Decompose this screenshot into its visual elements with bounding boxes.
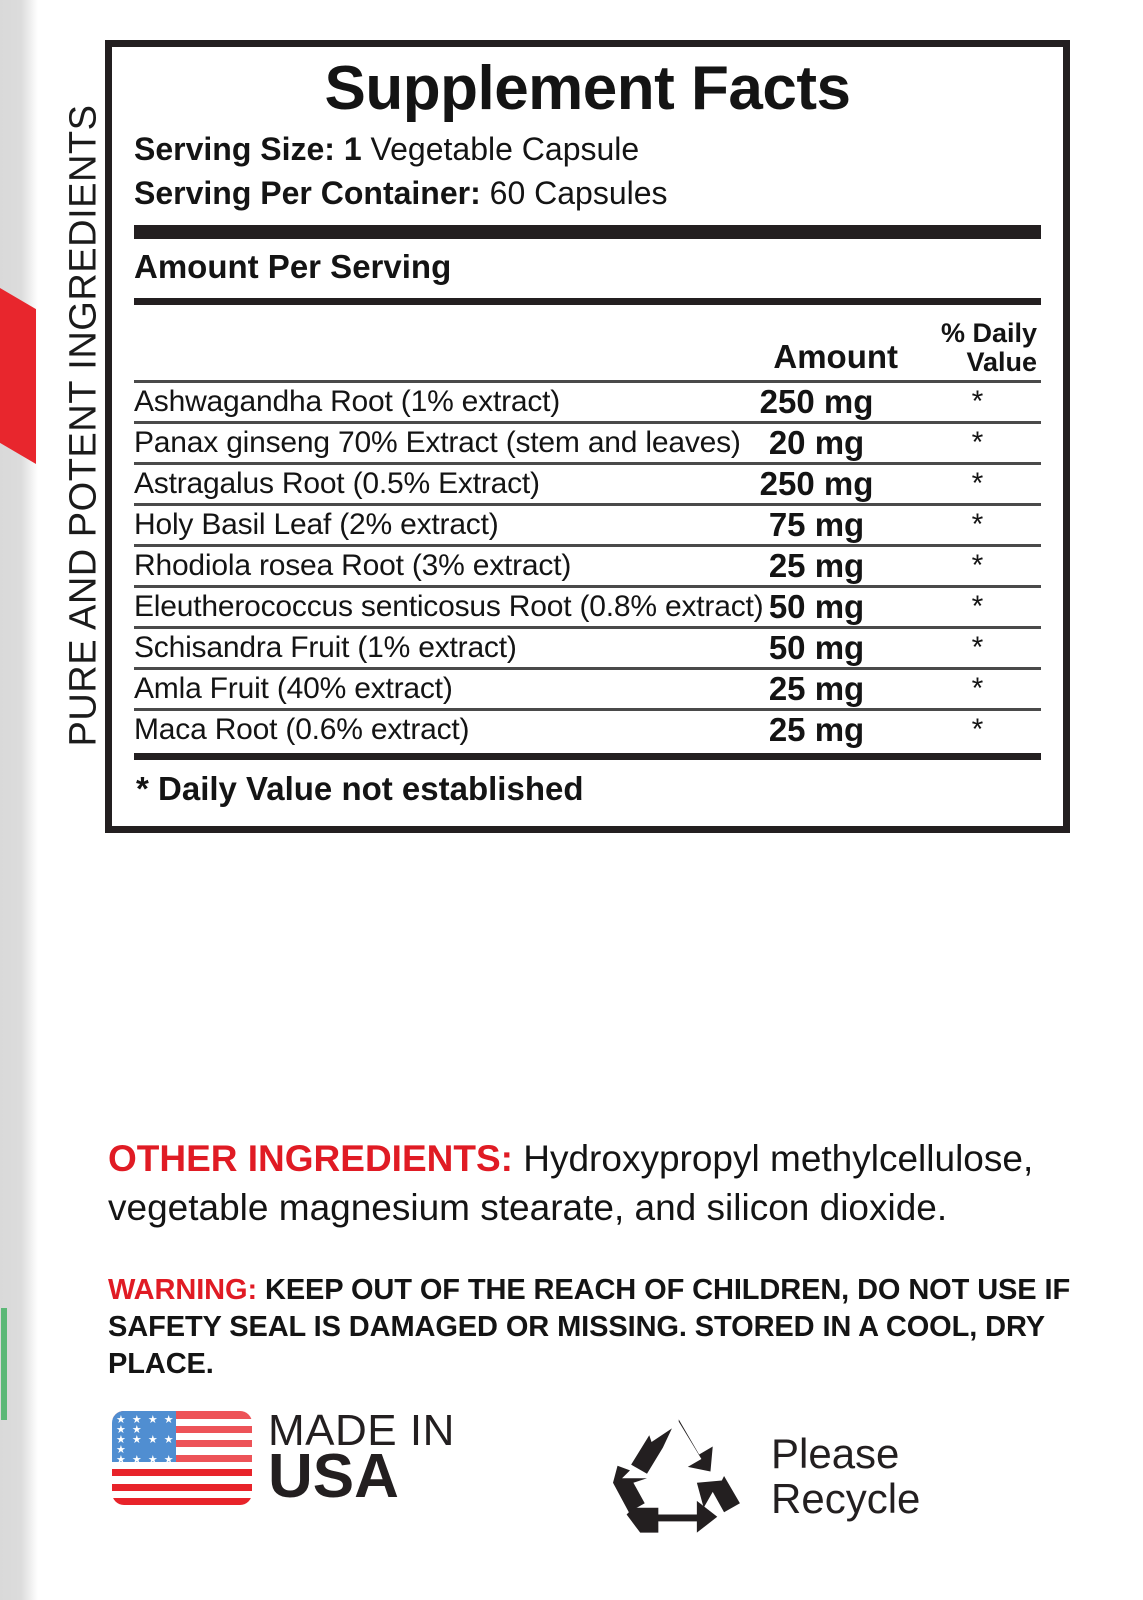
- ingredient-name: Rhodiola rosea Root (3% extract): [134, 544, 720, 587]
- other-ingredients-heading: OTHER INGREDIENTS:: [108, 1138, 513, 1179]
- green-accent-strip: [1, 1308, 7, 1420]
- ingredient-amount: 250 mg: [719, 462, 915, 505]
- dv-header-line1: % Daily: [940, 318, 1037, 349]
- ingredient-amount: 25 mg: [719, 544, 915, 587]
- ingredient-amount: 50 mg: [719, 585, 915, 628]
- ingredient-daily-value: *: [914, 626, 1041, 669]
- warning-block: WARNING: KEEP OUT OF THE REACH OF CHILDR…: [108, 1272, 1076, 1383]
- warning-text: KEEP OUT OF THE REACH OF CHILDREN, DO NO…: [108, 1274, 1071, 1381]
- divider-thick-top: [134, 225, 1041, 240]
- ingredient-name: Amla Fruit (40% extract): [134, 667, 720, 710]
- serving-per-container-line: Serving Per Container: 60 Capsules: [134, 171, 1041, 215]
- table-row: Rhodiola rosea Root (3% extract) 25 mg *: [134, 544, 1041, 587]
- table-header-amount: Amount: [773, 338, 899, 376]
- ingredient-name: Holy Basil Leaf (2% extract): [134, 503, 720, 546]
- ingredient-amount: 25 mg: [719, 708, 915, 750]
- made-in-usa-badge: ★ ★ ★ ★ ★ ★★ ★ ★ ★ ★★ ★ ★ ★ ★ ★★ ★ ★ ★ ★…: [112, 1406, 455, 1511]
- ingredient-daily-value: *: [914, 462, 1041, 505]
- table-header-daily-value: % Daily Value: [914, 305, 1041, 382]
- table-row: Ashwagandha Root (1% extract) 250 mg *: [134, 380, 1041, 423]
- recycle-line-2: Recycle: [771, 1475, 921, 1522]
- ingredient-daily-value: *: [914, 503, 1041, 546]
- daily-value-footnote: * Daily Value not established: [136, 770, 584, 808]
- ingredient-amount: 75 mg: [719, 503, 915, 546]
- ingredient-amount: 50 mg: [719, 626, 915, 669]
- made-in-label: MADE IN: [268, 1406, 455, 1455]
- ingredient-daily-value: *: [914, 421, 1041, 464]
- other-ingredients-text: Hydroxypropyl methylcellulose, vegetable…: [108, 1138, 1034, 1229]
- divider-medium: [134, 298, 1041, 306]
- serving-size-line: Serving Size: 1 Vegetable Capsule: [134, 127, 1041, 171]
- ingredient-daily-value: *: [914, 585, 1041, 628]
- table-header-blank: [134, 305, 719, 382]
- flag-stars: ★ ★ ★ ★ ★ ★★ ★ ★ ★ ★★ ★ ★ ★ ★ ★★ ★ ★ ★ ★…: [116, 1414, 176, 1462]
- serving-size-value: 1: [334, 130, 371, 167]
- ingredient-name: Panax ginseng 70% Extract (stem and leav…: [134, 421, 741, 464]
- please-recycle-badge: Please Recycle: [613, 1412, 920, 1540]
- vertical-tagline: PURE AND POTENT INGREDIENTS: [62, 104, 105, 747]
- made-in-usa-text: MADE IN USA: [268, 1406, 455, 1511]
- divider-medium-bottom: [134, 753, 1041, 761]
- usa-flag-icon: ★ ★ ★ ★ ★ ★★ ★ ★ ★ ★★ ★ ★ ★ ★ ★★ ★ ★ ★ ★…: [112, 1411, 252, 1506]
- table-row: Panax ginseng 70% Extract (stem and leav…: [134, 421, 1041, 464]
- serving-size-label: Serving Size:: [134, 130, 335, 167]
- ingredient-name: Maca Root (0.6% extract): [134, 708, 720, 750]
- table-row: Holy Basil Leaf (2% extract) 75 mg *: [134, 503, 1041, 546]
- badge-row: ★ ★ ★ ★ ★ ★★ ★ ★ ★ ★★ ★ ★ ★ ★ ★★ ★ ★ ★ ★…: [108, 1408, 1076, 1568]
- ingredient-name: Eleutherococcus senticosus Root (0.8% ex…: [134, 585, 764, 628]
- usa-label: USA: [268, 1441, 399, 1511]
- dv-header-line2: Value: [966, 346, 1037, 377]
- amount-per-serving-heading: Amount Per Serving: [134, 248, 452, 286]
- ingredient-daily-value: *: [914, 380, 1041, 423]
- recycle-icon: [613, 1419, 740, 1533]
- ingredient-daily-value: *: [914, 708, 1041, 750]
- table-row: Schisandra Fruit (1% extract) 50 mg *: [134, 626, 1041, 669]
- ingredient-name: Ashwagandha Root (1% extract): [134, 380, 720, 423]
- red-accent-arrow: [0, 288, 36, 464]
- ingredient-amount: 25 mg: [719, 667, 915, 710]
- ingredient-amount: 250 mg: [719, 380, 915, 423]
- ingredient-daily-value: *: [914, 544, 1041, 587]
- supplement-facts-table: Amount % Daily Value Ashwagandha Root (1…: [134, 305, 1041, 750]
- supplement-facts-panel: Supplement Facts Serving Size: 1 Vegetab…: [105, 40, 1070, 834]
- table-row: Maca Root (0.6% extract) 25 mg *: [134, 708, 1041, 750]
- serving-size-unit: Vegetable Capsule: [370, 130, 640, 167]
- ingredient-name: Astragalus Root (0.5% Extract): [134, 462, 720, 505]
- ingredient-amount: 20 mg: [719, 421, 915, 464]
- table-row: Eleutherococcus senticosus Root (0.8% ex…: [134, 585, 1041, 628]
- other-ingredients-block: OTHER INGREDIENTS: Hydroxypropyl methylc…: [108, 1134, 1076, 1232]
- please-recycle-text: Please Recycle: [771, 1429, 921, 1522]
- warning-heading: WARNING:: [108, 1274, 258, 1306]
- supplement-facts-title: Supplement Facts: [324, 54, 852, 123]
- recycle-line-1: Please: [771, 1429, 900, 1477]
- ingredient-daily-value: *: [914, 667, 1041, 710]
- serving-per-container-label: Serving Per Container:: [134, 175, 481, 212]
- table-row: Amla Fruit (40% extract) 25 mg *: [134, 667, 1041, 710]
- ingredient-name: Schisandra Fruit (1% extract): [134, 626, 720, 669]
- table-row: Astragalus Root (0.5% Extract) 250 mg *: [134, 462, 1041, 505]
- supplement-facts-rows: Ashwagandha Root (1% extract) 250 mg * Pana…: [134, 380, 1041, 750]
- serving-per-container-value: 60 Capsules: [480, 175, 668, 212]
